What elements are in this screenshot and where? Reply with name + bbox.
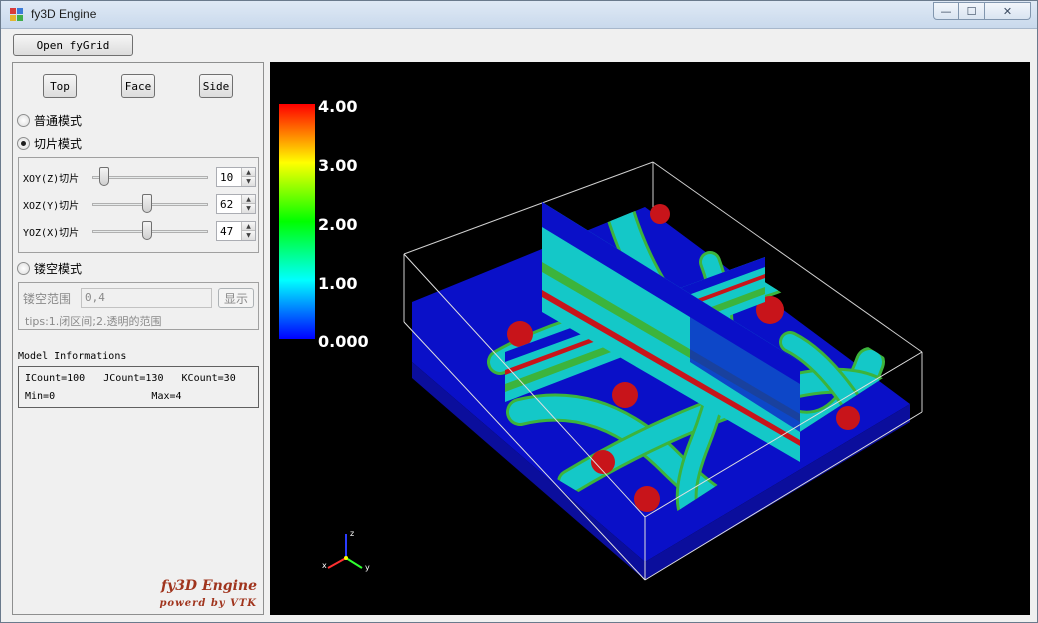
radio-indicator-selected[interactable] <box>17 136 30 150</box>
render-viewport[interactable]: z x y 4.00 3.00 2.00 1.00 0.000 <box>270 62 1030 615</box>
yoz-spinner-value[interactable]: 47 <box>220 225 234 238</box>
colorbar-label-3: 3.00 <box>318 156 358 175</box>
colorbar-label-1: 1.00 <box>318 274 358 293</box>
top-view-button[interactable]: Top <box>43 74 77 98</box>
yoz-spinner[interactable]: 47 ▲ ▼ <box>216 221 256 241</box>
radio-indicator[interactable] <box>17 261 30 275</box>
xoz-spinner-value[interactable]: 62 <box>220 198 234 211</box>
orientation-axes: z x y <box>322 529 370 572</box>
side-view-button[interactable]: Side <box>199 74 233 98</box>
yoz-slice-label: YOZ(X)切片 <box>23 228 80 239</box>
bounding-box <box>403 161 923 412</box>
hollow-range-input[interactable]: 0,4 <box>81 288 212 308</box>
model-info-counts: ICount=100 JCount=130 KCount=30 <box>25 373 236 384</box>
xoy-slice-row: XOY(Z)切片 10 ▲ ▼ <box>23 166 259 188</box>
control-panel: Top Face Side 普通模式 切片模式 XOY(Z)切片 10 ▲ ▼ <box>12 62 264 615</box>
spin-up-icon[interactable]: ▲ <box>241 195 255 204</box>
slice-mode-radio[interactable]: 切片模式 <box>17 135 82 151</box>
slice-mode-label: 切片模式 <box>34 136 83 151</box>
normal-mode-radio[interactable]: 普通模式 <box>17 112 82 128</box>
spin-down-icon[interactable]: ▼ <box>241 177 255 186</box>
colorbar-label-2: 2.00 <box>318 215 358 234</box>
face-view-button[interactable]: Face <box>121 74 155 98</box>
xoy-slider-track[interactable] <box>92 176 208 179</box>
y-axis-label: y <box>365 563 370 572</box>
yoz-slice-plane <box>542 202 800 462</box>
title-bar: fy3D Engine — ☐ ✕ <box>1 1 1037 29</box>
z-axis-label: z <box>350 529 354 538</box>
bounding-box-front <box>403 253 923 581</box>
spin-up-icon[interactable]: ▲ <box>241 222 255 231</box>
xoz-spinner[interactable]: 62 ▲ ▼ <box>216 194 256 214</box>
slice-group: XOY(Z)切片 10 ▲ ▼ XOZ(Y)切片 62 ▲ ▼ <box>18 157 259 253</box>
spin-down-icon[interactable]: ▼ <box>241 231 255 240</box>
maximize-button[interactable]: ☐ <box>959 2 985 20</box>
yoz-slider-thumb[interactable] <box>141 221 152 240</box>
hollow-group <box>18 282 259 330</box>
xoy-slice-plane <box>412 204 910 580</box>
model-info-range: Min=0 Max=4 <box>25 391 182 402</box>
minimize-button[interactable]: — <box>933 2 959 20</box>
xoy-spinner-value[interactable]: 10 <box>220 171 234 184</box>
maximize-icon: ☐ <box>966 4 977 18</box>
app-icon <box>10 8 24 22</box>
colorbar-label-4: 4.00 <box>318 97 358 116</box>
render-scene[interactable]: z x y <box>270 62 1030 615</box>
minimize-icon: — <box>940 4 952 18</box>
hollow-range-label: 镂空范围 <box>23 292 72 306</box>
hollow-mode-label: 镂空模式 <box>34 261 83 276</box>
spin-up-icon[interactable]: ▲ <box>241 168 255 177</box>
open-fygrid-button[interactable]: Open fyGrid <box>13 34 133 56</box>
xoy-slider-thumb[interactable] <box>98 167 109 186</box>
brand-name: fy3D Engine <box>161 578 257 594</box>
colorbar <box>279 104 315 339</box>
xoy-spinner[interactable]: 10 ▲ ▼ <box>216 167 256 187</box>
model-info-box: ICount=100 JCount=130 KCount=30 Min=0 Ma… <box>18 366 259 408</box>
window-title: fy3D Engine <box>31 7 97 21</box>
close-icon: ✕ <box>1002 4 1013 18</box>
xoy-slice-label: XOY(Z)切片 <box>23 174 80 185</box>
xoz-slider-thumb[interactable] <box>141 194 152 213</box>
hollow-tips: tips:1.闭区间;2.透明的范围 <box>25 315 162 328</box>
yoz-slice-row: YOZ(X)切片 47 ▲ ▼ <box>23 220 259 242</box>
spin-down-icon[interactable]: ▼ <box>241 204 255 213</box>
radio-indicator[interactable] <box>17 113 30 127</box>
xoz-slice-row: XOZ(Y)切片 62 ▲ ▼ <box>23 193 259 215</box>
xoz-slice-label: XOZ(Y)切片 <box>23 201 80 212</box>
brand-tagline: powerd by VTK <box>159 598 257 609</box>
colorbar-label-0: 0.000 <box>318 332 369 351</box>
x-axis-label: x <box>322 561 327 570</box>
show-button[interactable]: 显示 <box>218 288 254 308</box>
hollow-mode-radio[interactable]: 镂空模式 <box>17 260 82 276</box>
close-button[interactable]: ✕ <box>985 2 1031 20</box>
model-info-title: Model Informations <box>18 351 127 362</box>
normal-mode-label: 普通模式 <box>34 113 83 128</box>
